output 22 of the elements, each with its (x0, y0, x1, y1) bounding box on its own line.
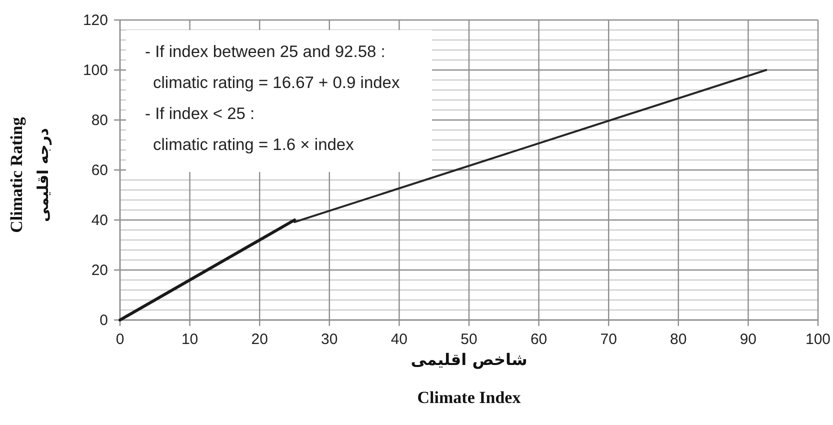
x-tick-label: 0 (116, 331, 124, 348)
x-tick-label: 80 (670, 331, 687, 348)
x-tick-label: 100 (805, 331, 831, 348)
annotation: climatic rating = 16.67 + 0.9 index (153, 74, 400, 92)
annotation: climatic rating = 1.6 × index (153, 136, 355, 154)
x-tick-label: 20 (251, 331, 268, 348)
y-tick-label: 100 (82, 62, 108, 79)
x-tick-label: 60 (530, 331, 548, 348)
y-tick-label: 0 (100, 312, 108, 329)
y-tick-label: 60 (91, 162, 108, 179)
x-tick-label: 90 (740, 331, 757, 348)
y-tick-label: 120 (82, 12, 108, 29)
y-tick-label: 40 (91, 212, 108, 229)
x-tick-label: 50 (460, 331, 478, 348)
x-tick-label: 40 (390, 331, 408, 348)
annotation: - If index between 25 and 92.58 : (145, 43, 386, 61)
annotation: - If index < 25 : (145, 105, 255, 123)
x-tick-label: 10 (181, 331, 198, 348)
y-tick-label: 20 (91, 262, 108, 279)
x-tick-label: 70 (600, 331, 617, 348)
x-tick-label: 30 (321, 331, 338, 348)
y-tick-label: 80 (91, 112, 108, 129)
